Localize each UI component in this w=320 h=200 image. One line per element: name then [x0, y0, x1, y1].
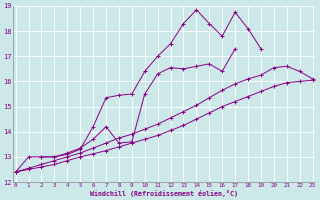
X-axis label: Windchill (Refroidissement éolien,°C): Windchill (Refroidissement éolien,°C)	[90, 190, 238, 197]
